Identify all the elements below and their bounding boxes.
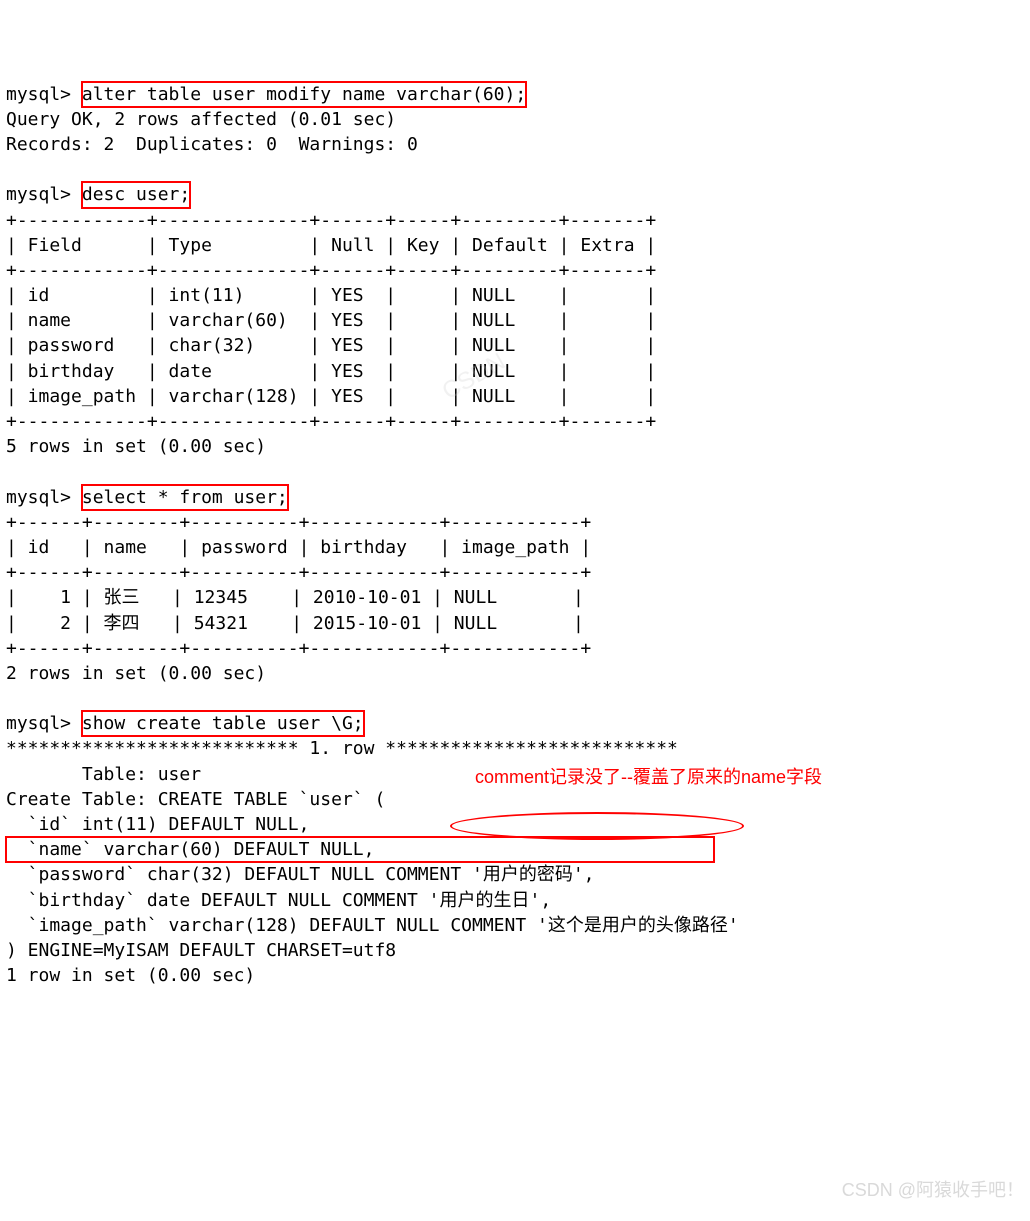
annotation-comment: comment记录没了--覆盖了原来的name字段 bbox=[475, 765, 822, 790]
table-sep: +------+--------+----------+------------… bbox=[6, 638, 591, 659]
mysql-prompt: mysql> bbox=[6, 487, 82, 508]
create-line: Create Table: CREATE TABLE `user` ( bbox=[6, 789, 385, 810]
table-header: | Field | Type | Null | Key | Default | … bbox=[6, 235, 656, 256]
table-row: | birthday | date | YES | | NULL | | bbox=[6, 361, 656, 382]
table-sep: +------+--------+----------+------------… bbox=[6, 512, 591, 533]
cmd-show-create: show create table user \G; bbox=[82, 711, 364, 736]
table-row: | 1 | 张三 | 12345 | 2010-10-01 | NULL | bbox=[6, 587, 584, 608]
table-sep: +------------+--------------+------+----… bbox=[6, 210, 656, 231]
mysql-prompt: mysql> bbox=[6, 184, 82, 205]
cmd-select: select * from user; bbox=[82, 485, 288, 510]
table-row: | 2 | 李四 | 54321 | 2015-10-01 | NULL | bbox=[6, 613, 584, 634]
mysql-prompt: mysql> bbox=[6, 84, 82, 105]
create-line: `id` int(11) DEFAULT NULL, bbox=[6, 814, 309, 835]
create-line: `password` char(32) DEFAULT NULL COMMENT… bbox=[6, 864, 595, 885]
table-row: | password | char(32) | YES | | NULL | | bbox=[6, 335, 656, 356]
create-line: ) ENGINE=MyISAM DEFAULT CHARSET=utf8 bbox=[6, 940, 396, 961]
create-line: `birthday` date DEFAULT NULL COMMENT '用户… bbox=[6, 890, 551, 911]
row-separator: *************************** 1. row *****… bbox=[6, 738, 678, 759]
create-line: `image_path` varchar(128) DEFAULT NULL C… bbox=[6, 915, 739, 936]
rows-footer: 5 rows in set (0.00 sec) bbox=[6, 436, 266, 457]
csdn-watermark: CSDN @阿猿收手吧！ bbox=[842, 1178, 1024, 1203]
table-sep: +------------+--------------+------+----… bbox=[6, 260, 656, 281]
create-line: Table: user bbox=[6, 764, 201, 785]
table-row: | image_path | varchar(128) | YES | | NU… bbox=[6, 386, 656, 407]
table-sep: +------+--------+----------+------------… bbox=[6, 562, 591, 583]
table-sep: +------------+--------------+------+----… bbox=[6, 411, 656, 432]
cmd-desc: desc user; bbox=[82, 182, 190, 207]
query-ok: Query OK, 2 rows affected (0.01 sec) bbox=[6, 109, 396, 130]
annotation-ellipse bbox=[450, 812, 744, 840]
cmd-alter: alter table user modify name varchar(60)… bbox=[82, 82, 526, 107]
records-line: Records: 2 Duplicates: 0 Warnings: 0 bbox=[6, 134, 418, 155]
table-row: | name | varchar(60) | YES | | NULL | | bbox=[6, 310, 656, 331]
terminal-output: mysql> alter table user modify name varc… bbox=[6, 84, 739, 987]
table-row: | id | int(11) | YES | | NULL | | bbox=[6, 285, 656, 306]
rows-footer: 2 rows in set (0.00 sec) bbox=[6, 663, 266, 684]
table-header: | id | name | password | birthday | imag… bbox=[6, 537, 591, 558]
rows-footer: 1 row in set (0.00 sec) bbox=[6, 965, 255, 986]
create-line-name: `name` varchar(60) DEFAULT NULL, bbox=[6, 837, 714, 862]
mysql-prompt: mysql> bbox=[6, 713, 82, 734]
